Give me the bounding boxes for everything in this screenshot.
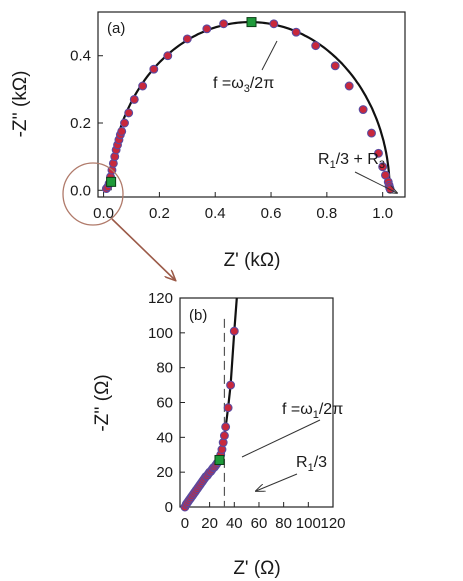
panel-b-xtick-label: 120 [320,515,345,532]
panel-a-xtick-label: 1.0 [372,205,393,222]
panel-a-ytick-label: 0.2 [70,115,91,132]
panel-a-frame [97,11,406,198]
panel-a-xlabel: Z' (kΩ) [224,250,281,271]
panel-b-data-point [229,326,239,336]
panel-a-data-point [378,162,388,172]
annot-r1-third: R1/3 [296,454,327,474]
panel-b-markers [214,454,225,465]
panel-b-ylabel: -Z'' (Ω) [92,374,113,431]
panel-b-xlabel: Z' (Ω) [233,558,280,579]
panel-a-data-point [374,148,383,158]
panel-a-ticks: 0.0 0.2 0.4 0.6 0.8 1.0 0.0 0.2 0.4 [70,48,393,222]
panel-a-data-point [163,51,173,61]
annot-r1-r3-arrow [354,171,397,193]
panel-b-xtick-label: 40 [226,515,243,532]
panel-a-data-point [330,61,340,71]
panel-a-data-point [269,19,279,29]
panel-b-frequency-marker [214,454,225,465]
panel-b-data-point [223,403,233,413]
panel-a: (a) 0.0 0.2 0.4 0.6 0.8 1.0 0.0 0.2 0.4 f =ω3/2π… [10,11,406,280]
panel-a-data-point [117,126,127,136]
panel-a-xtick-label: 0.0 [93,205,114,222]
panel-a-data-point [311,41,321,51]
panel-b-ytick-label: 120 [148,290,173,307]
panel-a-data-point [182,34,192,44]
panel-a-data-point [120,118,129,128]
panel-b-ytick-label: 80 [156,360,173,377]
panel-a-xtick-label: 0.4 [205,205,226,222]
zoom-circle [62,162,124,226]
panel-b-ytick-label: 40 [156,429,173,446]
annot-omega3: f =ω3/2π [213,75,274,95]
panel-b-xtick-label: 60 [251,515,268,532]
panel-a-frequency-marker [246,17,257,28]
panel-a-ytick-label: 0.0 [70,182,91,199]
panel-b-xtick-label: 100 [296,515,321,532]
annot-omega3-leader [261,40,278,71]
annot-r1-third-arrow [256,473,298,491]
panel-a-xtick-label: 0.2 [149,205,170,222]
panel-a-xtick-label: 0.8 [316,205,337,222]
panel-b-data-point [219,431,229,441]
panel-b-xtick-label: 20 [201,515,218,532]
panel-a-data-point [202,24,212,34]
panel-b-points [180,326,239,512]
annot-omega1: f =ω1/2π [282,401,343,421]
panel-a-data-point [149,64,159,74]
panel-b-ytick-label: 100 [148,325,173,342]
panel-a-data-point [219,19,229,29]
annot-r1-r3: R1/3 + R3 [318,151,385,171]
panel-a-data-point [138,81,148,91]
panel-b-ytick-label: 0 [165,499,173,516]
panel-a-points [101,17,395,194]
panel-b-xtick-label: 80 [275,515,292,532]
panel-a-xtick-label: 0.6 [261,205,282,222]
panel-a-data-point [367,128,376,138]
panel-a-frequency-marker [106,176,117,187]
zoom-arrow [111,218,175,280]
panel-b-ytick-label: 20 [156,464,173,481]
panel-b-data-point [221,422,231,432]
panel-a-ytick-label: 0.4 [70,48,91,65]
panel-a-markers [106,17,257,187]
panel-a-data-point [358,105,368,114]
annot-omega1-leader [241,419,321,458]
panel-b-xtick-label: 0 [181,515,189,532]
panel-b-ytick-label: 60 [156,395,173,412]
panel-a-ylabel: -Z'' (kΩ) [10,71,31,138]
panel-a-data-point [344,81,354,91]
panel-a-data-point [129,95,139,104]
panel-a-label: (a) [107,20,125,37]
panel-a-data-point [291,27,301,37]
panel-b-label: (b) [189,307,207,324]
panel-a-data-point [124,108,134,118]
panel-b-data-point [226,380,236,390]
